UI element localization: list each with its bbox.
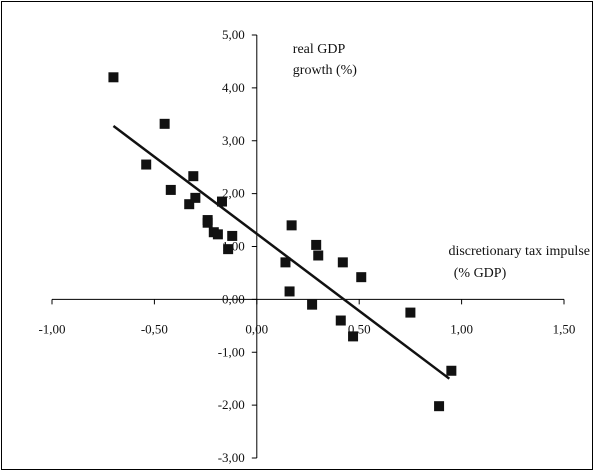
y-tick-label: -1,00	[218, 344, 245, 359]
x-tick-label: 1,00	[450, 321, 473, 336]
x-tick-label: -0,50	[141, 321, 168, 336]
x-tick-label: 1,50	[553, 321, 576, 336]
x-tick-label: 0,00	[245, 321, 268, 336]
y-tick-label: 5,00	[222, 27, 245, 42]
trendline	[112, 124, 451, 380]
x-axis-title: discretionary tax impulse	[448, 244, 590, 259]
data-point	[335, 315, 346, 326]
y-tick-label: -3,00	[218, 450, 245, 465]
data-point	[190, 192, 201, 203]
data-point	[313, 250, 324, 261]
data-point	[356, 272, 367, 283]
y-tick-label: 3,00	[222, 133, 245, 148]
y-tick-label: 0,00	[222, 291, 245, 306]
data-point	[311, 239, 322, 250]
y-axis-title: growth (%)	[293, 63, 357, 78]
x-axis-title: (% GDP)	[454, 266, 507, 281]
data-point	[212, 229, 223, 240]
data-point	[434, 401, 445, 412]
data-point	[227, 230, 238, 241]
data-point	[216, 196, 227, 207]
data-point	[108, 72, 119, 83]
y-tick-label: -2,00	[218, 397, 245, 412]
data-point	[223, 244, 234, 255]
data-point	[188, 171, 199, 182]
data-point	[280, 257, 291, 268]
y-tick-label: 2,00	[222, 186, 245, 201]
y-tick-label: 4,00	[222, 80, 245, 95]
data-point	[348, 331, 359, 342]
data-point	[286, 220, 297, 231]
y-axis-title: real GDP	[293, 42, 346, 57]
data-point	[141, 159, 152, 170]
x-tick-label: -1,00	[38, 321, 65, 336]
data-point	[337, 257, 348, 268]
data-point	[159, 118, 170, 129]
data-point	[184, 199, 195, 210]
data-point	[284, 286, 295, 297]
trendline-group	[112, 124, 451, 380]
data-points	[108, 72, 457, 412]
axis-titles: real GDP growth (%) discretionary tax impu…	[293, 42, 590, 281]
data-point	[165, 184, 176, 195]
data-point	[446, 365, 457, 376]
data-point	[202, 217, 213, 228]
data-point	[405, 307, 416, 318]
data-point	[307, 299, 318, 310]
